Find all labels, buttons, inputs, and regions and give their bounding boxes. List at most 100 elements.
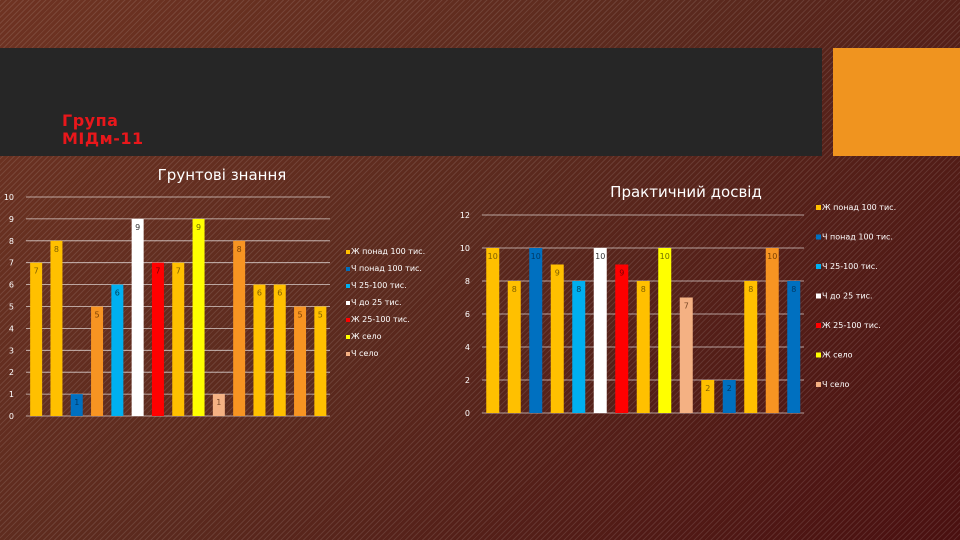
y-tick-label: 0 — [9, 412, 14, 421]
bar — [593, 248, 607, 413]
legend-label: Ж село — [351, 332, 382, 341]
data-label: 10 — [531, 252, 541, 261]
y-tick-label: 6 — [9, 281, 14, 290]
legend-swatch — [346, 335, 350, 339]
y-tick-label: 3 — [9, 346, 14, 355]
bar — [172, 262, 185, 416]
bar — [572, 281, 586, 413]
data-label: 8 — [512, 285, 517, 294]
legend-label: Ч село — [822, 380, 849, 389]
title-bar — [0, 48, 822, 156]
data-label: 5 — [95, 311, 100, 320]
y-tick-label: 10 — [460, 244, 470, 253]
legend-swatch — [346, 250, 350, 254]
data-label: 7 — [176, 267, 181, 276]
data-label: 8 — [641, 285, 646, 294]
data-label: 10 — [767, 252, 777, 261]
legend-label: Ч 25-100 тис. — [351, 281, 407, 290]
legend-swatch — [346, 352, 350, 356]
data-label: 10 — [488, 252, 498, 261]
bar — [765, 248, 779, 413]
bar — [701, 380, 715, 413]
legend-label: Ж понад 100 тис. — [822, 203, 896, 212]
group-title-line2: МІДм-11 — [62, 129, 144, 148]
legend-swatch — [816, 382, 821, 387]
legend-swatch — [346, 284, 350, 288]
bar — [787, 281, 801, 413]
y-tick-label: 10 — [4, 193, 14, 202]
bar — [722, 380, 736, 413]
bar — [679, 297, 693, 413]
bar — [636, 281, 650, 413]
data-label: 2 — [727, 384, 732, 393]
legend-swatch — [346, 318, 350, 322]
bar — [151, 262, 164, 416]
bar — [486, 248, 500, 413]
legend-swatch — [816, 234, 821, 240]
y-tick-label: 1 — [9, 390, 14, 399]
legend-label: Ч село — [351, 349, 378, 358]
data-label: 8 — [54, 245, 59, 254]
data-label: 1 — [74, 398, 79, 407]
legend-swatch — [346, 267, 350, 271]
bar — [233, 240, 246, 416]
y-tick-label: 6 — [465, 310, 470, 319]
data-label: 5 — [318, 311, 323, 320]
y-tick-label: 4 — [465, 343, 470, 352]
bar — [192, 218, 205, 416]
legend-label: Ч понад 100 тис. — [822, 233, 893, 242]
bar — [111, 284, 124, 416]
bar — [253, 284, 266, 416]
legend-label: Ч понад 100 тис. — [351, 264, 422, 273]
bar — [131, 218, 144, 416]
y-tick-label: 2 — [9, 368, 14, 377]
group-title: Група МІДм-11 — [62, 112, 144, 148]
data-label: 9 — [555, 269, 560, 278]
data-label: 10 — [595, 252, 605, 261]
data-label: 2 — [705, 384, 710, 393]
legend-label: Ж 25-100 тис. — [822, 321, 881, 330]
data-label: 6 — [257, 289, 262, 298]
legend-swatch — [816, 293, 821, 299]
legend-swatch — [816, 205, 821, 210]
data-label: 6 — [277, 289, 282, 298]
data-label: 6 — [115, 289, 120, 298]
data-label: 8 — [748, 285, 753, 294]
y-tick-label: 4 — [9, 324, 14, 333]
group-title-line1: Група — [62, 111, 119, 130]
bar — [507, 281, 521, 413]
y-tick-label: 5 — [9, 303, 14, 312]
chart-title: Грунтові знання — [158, 166, 287, 184]
chart-experience: Практичний досвід 0 2 4 6 8 10 12 10 8 10 9 8 10 9 8 10 7… — [460, 183, 896, 418]
bar — [91, 306, 104, 416]
legend-label: Ч 25-100 тис. — [822, 262, 878, 271]
data-label: 7 — [155, 267, 160, 276]
y-tick-label: 7 — [9, 259, 14, 268]
data-label: 9 — [135, 223, 140, 232]
accent-box — [833, 48, 960, 156]
bar — [615, 264, 629, 413]
bar — [70, 394, 83, 416]
bar — [30, 262, 43, 416]
y-tick-label: 12 — [460, 211, 470, 220]
data-label: 7 — [684, 302, 689, 311]
y-tick-label: 2 — [465, 376, 470, 385]
bar — [744, 281, 758, 413]
legend-label: Ч до 25 тис. — [822, 292, 873, 301]
data-label: 9 — [619, 269, 624, 278]
bar — [550, 264, 564, 413]
y-tick-label: 9 — [9, 215, 14, 224]
chart-title: Практичний досвід — [610, 183, 762, 201]
bar — [212, 394, 225, 416]
chart-knowledge: Грунтові знання 0 1 2 3 4 5 6 7 8 9 10 7 8 1 5 6 9 7 7 9 1 8 6 6… — [4, 166, 425, 421]
legend-swatch — [816, 352, 821, 358]
data-label: 8 — [791, 285, 796, 294]
data-label: 9 — [196, 223, 201, 232]
data-label: 8 — [576, 285, 581, 294]
y-tick-label: 0 — [465, 409, 470, 418]
legend-swatch — [816, 264, 821, 269]
data-label: 8 — [237, 245, 242, 254]
data-label: 7 — [34, 267, 39, 276]
y-tick-label: 8 — [9, 237, 14, 246]
